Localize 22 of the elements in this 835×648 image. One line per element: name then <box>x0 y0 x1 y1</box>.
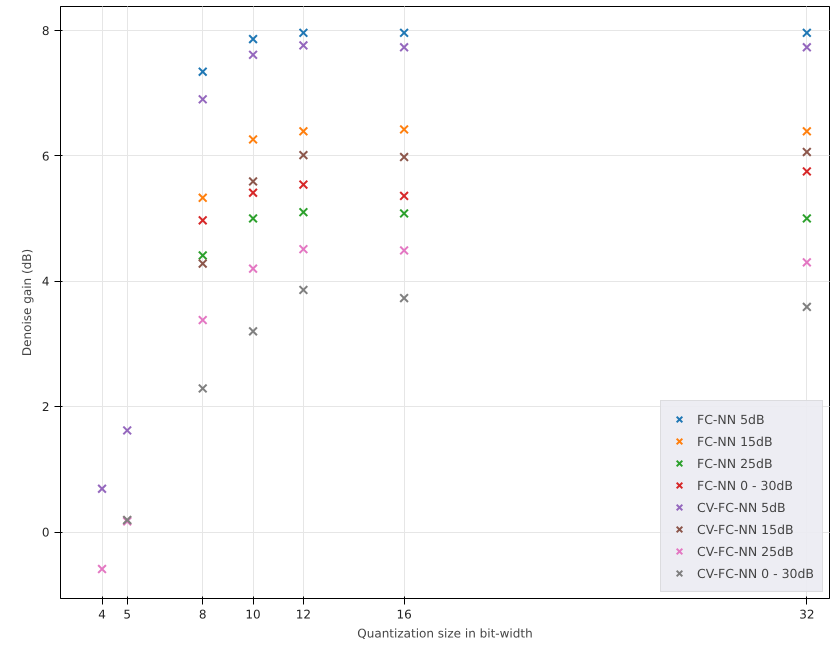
x-tick-label: 8 <box>198 608 207 622</box>
legend-label: CV-FC-NN 0 - 30dB <box>697 566 814 580</box>
legend-label: FC-NN 5dB <box>697 412 765 426</box>
legend-label: CV-FC-NN 15dB <box>697 522 794 536</box>
x-tick-label: 10 <box>245 608 261 622</box>
x-tick-label: 32 <box>799 608 814 622</box>
x-tick-label: 5 <box>123 608 132 622</box>
legend-label: FC-NN 0 - 30dB <box>697 478 793 492</box>
x-tick-label: 16 <box>396 608 412 622</box>
y-tick-label: 2 <box>42 400 50 414</box>
legend-label: FC-NN 15dB <box>697 434 773 448</box>
y-tick-label: 0 <box>42 526 50 540</box>
y-tick-label: 6 <box>42 149 50 164</box>
y-tick-label: 8 <box>42 24 50 38</box>
x-tick-label: 12 <box>296 608 312 622</box>
x-axis-title: Quantization size in bit-width <box>357 626 533 640</box>
legend-label: FC-NN 25dB <box>697 456 773 470</box>
y-axis-title: Denoise gain (dB) <box>20 248 34 356</box>
legend-label: CV-FC-NN 25dB <box>697 544 794 558</box>
x-tick-label: 4 <box>98 608 106 622</box>
legend-label: CV-FC-NN 5dB <box>697 500 786 514</box>
y-tick-label: 4 <box>42 274 50 289</box>
